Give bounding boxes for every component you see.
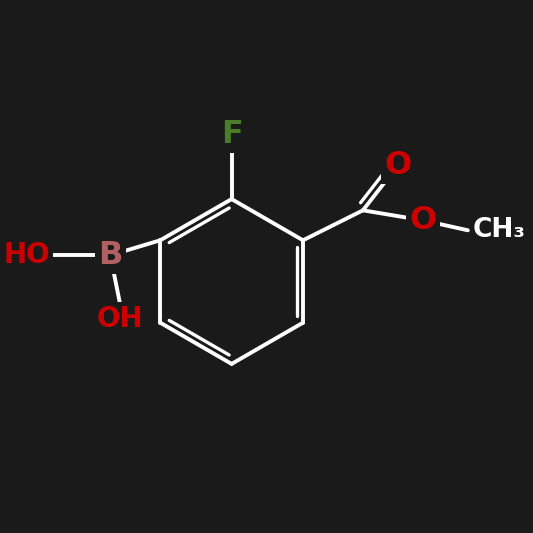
- Text: O: O: [409, 205, 437, 236]
- Text: OH: OH: [97, 305, 143, 333]
- Text: B: B: [98, 240, 123, 271]
- Text: CH₃: CH₃: [473, 217, 526, 243]
- Text: F: F: [221, 119, 243, 150]
- Text: O: O: [384, 150, 411, 181]
- Text: HO: HO: [4, 241, 51, 269]
